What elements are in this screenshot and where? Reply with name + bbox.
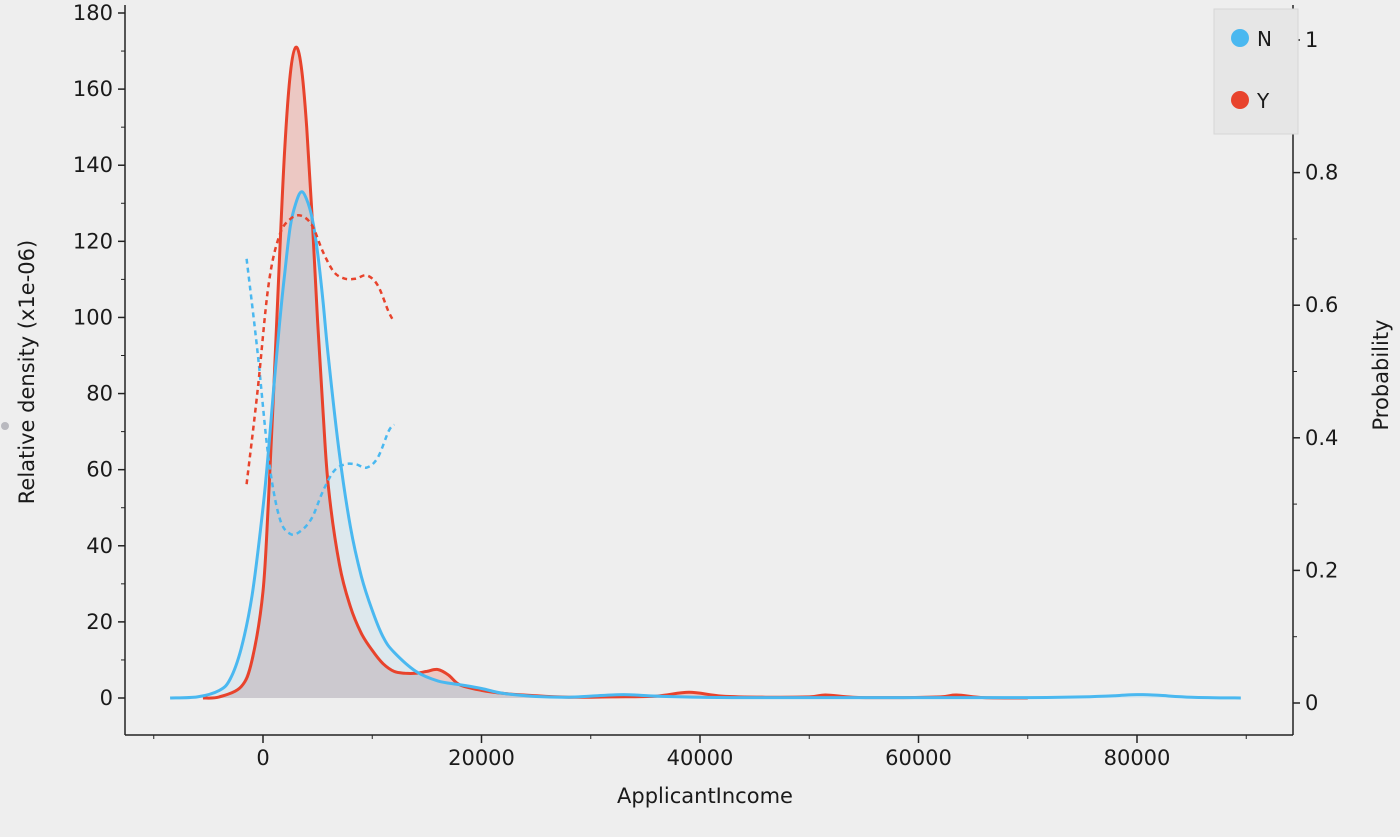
y-axis-title: Relative density (x1e-06)	[15, 240, 39, 504]
y-tick-label: 160	[73, 77, 113, 101]
y-tick-label: 120	[73, 229, 113, 253]
y2-tick-label: 0	[1305, 691, 1318, 715]
x-tick-label: 60000	[885, 746, 952, 770]
y2-tick-label: 1	[1305, 28, 1318, 52]
y-tick-label: 140	[73, 153, 113, 177]
density-line-N	[170, 190, 1241, 700]
density-fills	[170, 47, 1241, 699]
area-overlap	[202, 191, 1028, 698]
legend-box	[1213, 8, 1299, 135]
legend-label-Y: Y	[1256, 89, 1270, 113]
probability-line-N	[245, 258, 396, 536]
legend-marker-Y	[1231, 91, 1249, 109]
legend-label-N: N	[1257, 27, 1272, 51]
y-tick-label: 40	[86, 534, 113, 558]
legend-marker-N	[1231, 29, 1249, 47]
probability-line-Y	[245, 214, 396, 485]
x-axis-title: ApplicantIncome	[617, 784, 793, 808]
drag-handle[interactable]	[1, 422, 9, 430]
y-tick-label: 60	[86, 458, 113, 482]
x-tick-label: 0	[256, 746, 269, 770]
y2-tick-label: 0.6	[1305, 293, 1338, 317]
legend: NY	[1213, 8, 1299, 135]
y2-axis-title: Probability	[1369, 319, 1393, 430]
axes: 0 20 40 60 80 100 120 140 160 180 0 20000 40000 60000…	[73, 1, 1339, 770]
x-tick-label: 40000	[667, 746, 734, 770]
y2-tick-label: 0.4	[1305, 426, 1338, 450]
y-tick-label: 80	[86, 382, 113, 406]
y-tick-label: 180	[73, 1, 113, 25]
series-lines	[170, 45, 1241, 700]
y-tick-label: 0	[100, 686, 113, 710]
y-tick-label: 20	[86, 610, 113, 634]
y2-tick-label: 0.2	[1305, 558, 1338, 582]
x-tick-label: 80000	[1104, 746, 1171, 770]
y2-tick-label: 0.8	[1305, 161, 1338, 185]
y-tick-label: 100	[73, 305, 113, 329]
x-tick-label: 20000	[448, 746, 515, 770]
